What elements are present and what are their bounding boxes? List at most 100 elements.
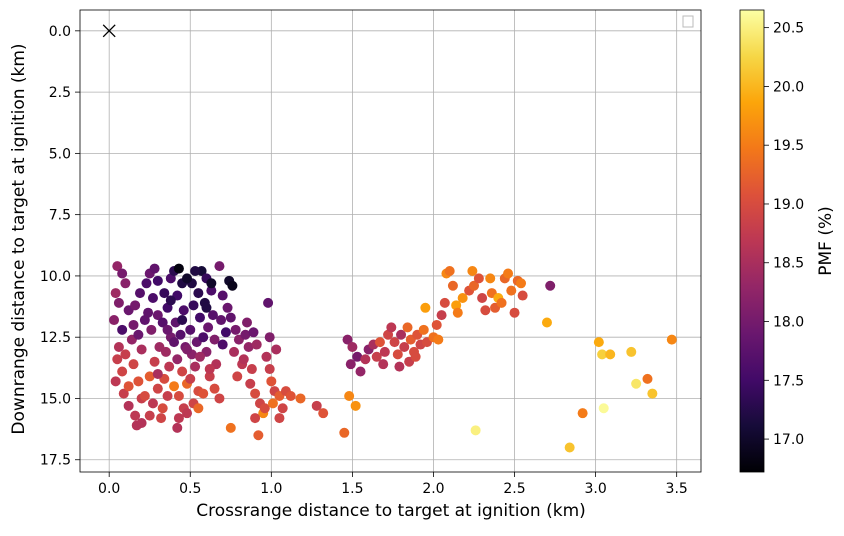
scatter-point: [266, 376, 277, 387]
scatter-point: [194, 312, 205, 323]
scatter-point: [113, 297, 124, 308]
scatter-point: [141, 278, 152, 289]
scatter-point: [175, 329, 186, 340]
scatter-point: [371, 351, 382, 362]
scatter-point: [253, 430, 264, 441]
scatter-point: [379, 346, 390, 357]
scatter-point: [112, 261, 123, 272]
scatter-point: [509, 307, 520, 318]
scatter-point: [506, 285, 517, 296]
scatter-point: [457, 292, 468, 303]
scatter-point: [128, 319, 139, 330]
scatter-point: [117, 366, 128, 377]
scatter-point: [120, 349, 131, 360]
scatter-point: [250, 388, 261, 399]
scatter-point: [134, 288, 145, 299]
scatter-point: [177, 315, 188, 326]
scatter-point: [318, 408, 329, 419]
scatter-point: [182, 344, 193, 355]
scatter-point: [117, 268, 128, 279]
colorbar-gradient: [739, 9, 765, 473]
scatter-point: [198, 388, 209, 399]
scatter-point: [165, 295, 176, 306]
x-tick-label: 1.5: [341, 481, 363, 497]
scatter-point: [128, 359, 139, 370]
scatter-point: [130, 410, 141, 421]
scatter-point: [517, 290, 528, 301]
colorbar-tick-label: 20.5: [773, 21, 804, 37]
scatter-point: [204, 364, 215, 375]
scatter-point: [402, 322, 413, 333]
scatter-point: [139, 391, 150, 402]
scatter-point: [597, 349, 608, 360]
scatter-point: [123, 400, 134, 411]
scatter-point: [217, 290, 228, 301]
scatter-point: [439, 297, 450, 308]
scatter-point: [157, 317, 168, 328]
x-tick-label: 2.0: [422, 481, 444, 497]
x-tick-label: 0.0: [98, 481, 120, 497]
colorbar-tick-label: 19.5: [773, 138, 804, 154]
colorbar-tick-label: 17.0: [773, 432, 804, 448]
scatter-point: [149, 356, 160, 367]
scatter-point: [214, 261, 225, 272]
scatter-point: [113, 342, 124, 353]
y-tick-label: 15.0: [40, 391, 71, 407]
x-tick-label: 0.5: [179, 481, 201, 497]
scatter-point: [263, 297, 274, 308]
scatter-point: [169, 381, 180, 392]
scatter-point: [185, 324, 196, 335]
scatter-point: [344, 391, 355, 402]
scatter-point: [389, 337, 400, 348]
colorbar-tick-label: 17.5: [773, 373, 804, 389]
scatter-point: [452, 307, 463, 318]
scatter-point: [117, 324, 128, 335]
scatter-point: [152, 275, 163, 286]
scatter-point: [593, 337, 604, 348]
y-tick-label: 17.5: [40, 453, 71, 469]
scatter-point: [418, 324, 429, 335]
scatter-point: [109, 315, 120, 326]
y-tick-label: 2.5: [49, 85, 71, 101]
scatter-point: [123, 381, 134, 392]
data-points: [102, 24, 677, 453]
scatter-point: [339, 427, 350, 438]
scatter-point: [177, 366, 188, 377]
scatter-point: [110, 288, 121, 299]
scatter-point: [264, 332, 275, 343]
scatter-point: [136, 344, 147, 355]
scatter-point: [160, 346, 171, 357]
y-axis-label: Downrange distance to target at ignition…: [9, 43, 29, 434]
scatter-point: [185, 373, 196, 384]
scatter-point: [238, 354, 249, 365]
scatter-point: [230, 324, 241, 335]
scatter-point: [110, 376, 121, 387]
scatter-point: [146, 324, 157, 335]
scatter-point: [172, 422, 183, 433]
y-tick-label: 7.5: [49, 208, 71, 224]
scatter-point: [394, 361, 405, 372]
scatter-point: [469, 280, 480, 291]
scatter-point: [206, 285, 217, 296]
scatter-point: [147, 398, 158, 409]
scatter-point: [217, 339, 228, 350]
scatter-point: [246, 364, 257, 375]
scatter-point: [193, 403, 204, 414]
scatter-point: [277, 403, 288, 414]
scatter-point: [267, 398, 278, 409]
scatter-point: [173, 391, 184, 402]
scatter-point: [271, 344, 282, 355]
scatter-point: [564, 442, 575, 453]
scatter-point: [188, 300, 199, 311]
scatter-point: [436, 310, 447, 321]
scatter-point: [222, 302, 233, 313]
scatter-point: [485, 273, 496, 284]
x-axis-label: Crossrange distance to target at ignitio…: [196, 501, 586, 521]
scatter-point: [642, 373, 653, 384]
x-tick-label: 3.0: [584, 481, 606, 497]
scatter-point: [386, 322, 397, 333]
scatter-point: [631, 378, 642, 389]
scatter-point: [251, 339, 262, 350]
scatter-point: [259, 403, 270, 414]
scatter-point: [112, 354, 123, 365]
